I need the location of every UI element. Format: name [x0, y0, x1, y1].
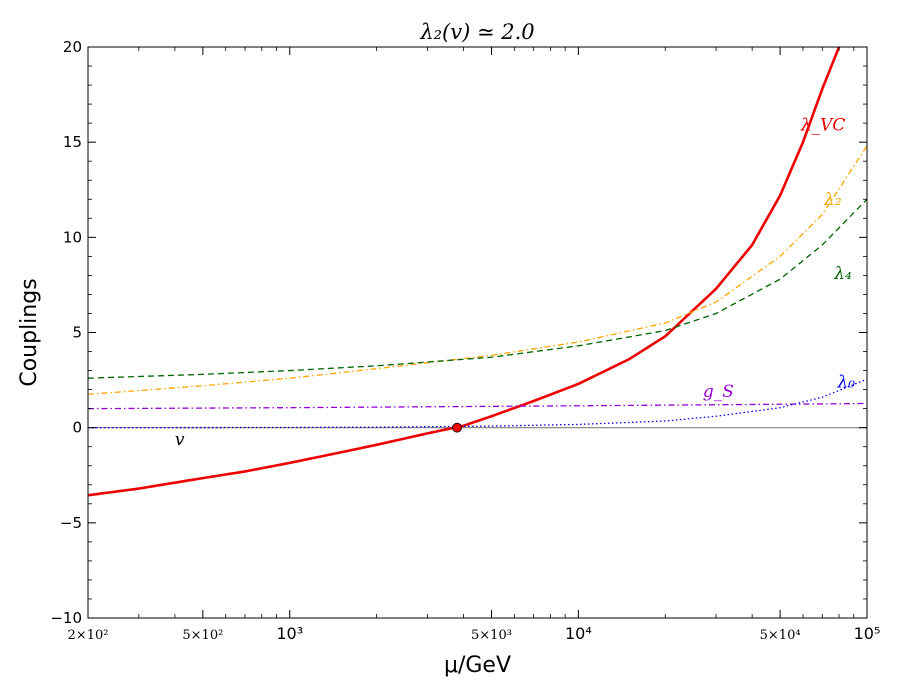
x-tick-label: 10³ [276, 624, 303, 643]
y-tick-label: 10 [63, 228, 82, 246]
y-tick-label: −10 [50, 609, 82, 627]
y-tick-label: 20 [63, 38, 82, 56]
x-tick-label: 5×10² [182, 628, 223, 643]
series-line-0 [88, 47, 841, 497]
y-tick-label: −5 [60, 514, 82, 532]
curve-annotation: λ₂ [823, 190, 842, 210]
y-axis-label: Couplings [17, 278, 42, 386]
series-line-1 [88, 145, 867, 396]
crossing-point-marker [452, 422, 462, 433]
x-tick-label: 2×10² [68, 628, 109, 643]
curve-annotation: λ₄ [833, 264, 852, 284]
chart-title: λ₂(v) ≃ 2.0 [419, 20, 534, 44]
y-tick-label: 15 [63, 133, 82, 151]
series-line-3 [88, 402, 867, 410]
series-line-2 [88, 198, 867, 379]
y-tick-label: 5 [72, 324, 82, 342]
x-tick-label: 10⁴ [565, 624, 592, 643]
plot-frame [87, 46, 868, 619]
y-tick-label: 0 [72, 419, 82, 437]
curve-annotation: λ₀ [836, 373, 855, 393]
series-line-4 [88, 378, 867, 429]
x-tick-label: 10⁵ [854, 624, 881, 643]
x-axis-label: μ/GeV [444, 653, 511, 678]
curve-annotation: v [175, 430, 185, 450]
x-tick-label: 5×10⁴ [760, 628, 801, 643]
x-tick-label: 5×10³ [471, 628, 512, 643]
curve-annotation: g_S [703, 382, 734, 402]
curve-annotation: λ_VC [800, 116, 846, 136]
